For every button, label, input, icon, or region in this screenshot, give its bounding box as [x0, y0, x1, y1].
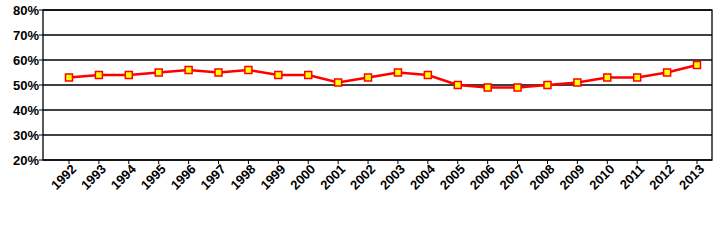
marker: [544, 82, 551, 89]
y-tick-label: 70%: [13, 28, 39, 43]
marker: [305, 72, 312, 79]
x-tick-label: 1992: [48, 162, 79, 193]
marker: [185, 67, 192, 74]
marker: [394, 69, 401, 76]
marker: [454, 82, 461, 89]
grid-line: [43, 34, 712, 35]
x-tick-label: 1995: [138, 162, 169, 193]
series-group: [66, 62, 701, 92]
x-tick-label: 2011: [617, 162, 648, 193]
x-tick-label: 2007: [497, 162, 528, 193]
x-tick-label: 1997: [198, 162, 229, 193]
x-tick-label: 2010: [586, 162, 617, 193]
marker: [245, 67, 252, 74]
x-tick-label: 2012: [646, 162, 677, 193]
marker: [424, 72, 431, 79]
marker: [694, 62, 701, 69]
x-tick-label: 1998: [227, 162, 258, 193]
x-tick-label: 1994: [108, 161, 140, 193]
grid-line: [43, 84, 712, 85]
chart: 20%30%40%50%60%70%80%1992199319941995199…: [0, 0, 720, 230]
x-tick-label: 2001: [317, 162, 348, 193]
x-tick-label: 2000: [287, 162, 318, 193]
y-tick-label: 40%: [13, 103, 39, 118]
x-tick-label: 2008: [527, 162, 558, 193]
marker: [574, 79, 581, 86]
marker: [365, 74, 372, 81]
grid-line: [43, 109, 712, 110]
x-tick-label: 1993: [78, 162, 109, 193]
marker: [95, 72, 102, 79]
y-tick-label: 80%: [13, 3, 39, 18]
marker: [514, 84, 521, 91]
x-tick-label: 2006: [467, 162, 498, 193]
marker: [215, 69, 222, 76]
x-tick-label: 2004: [407, 161, 439, 193]
y-tick-label: 20%: [13, 153, 39, 168]
x-tick-label: 1999: [257, 162, 288, 193]
marker: [275, 72, 282, 79]
y-tick-label: 50%: [13, 78, 39, 93]
x-tick-label: 2003: [377, 162, 408, 193]
marker: [604, 74, 611, 81]
marker: [155, 69, 162, 76]
x-tick-label: 2002: [347, 162, 378, 193]
grid-line: [43, 134, 712, 135]
marker: [125, 72, 132, 79]
marker: [484, 84, 491, 91]
y-tick-label: 60%: [13, 53, 39, 68]
x-tick-label: 2013: [676, 162, 707, 193]
line: [69, 65, 697, 88]
marker: [66, 74, 73, 81]
grid-line: [43, 59, 712, 60]
x-tick-label: 1996: [168, 162, 199, 193]
x-tick-label: 2009: [556, 162, 587, 193]
y-tick-label: 30%: [13, 128, 39, 143]
marker: [335, 79, 342, 86]
x-tick-label: 2005: [437, 162, 468, 193]
plot-frame: [43, 10, 712, 160]
marker: [664, 69, 671, 76]
marker: [634, 74, 641, 81]
